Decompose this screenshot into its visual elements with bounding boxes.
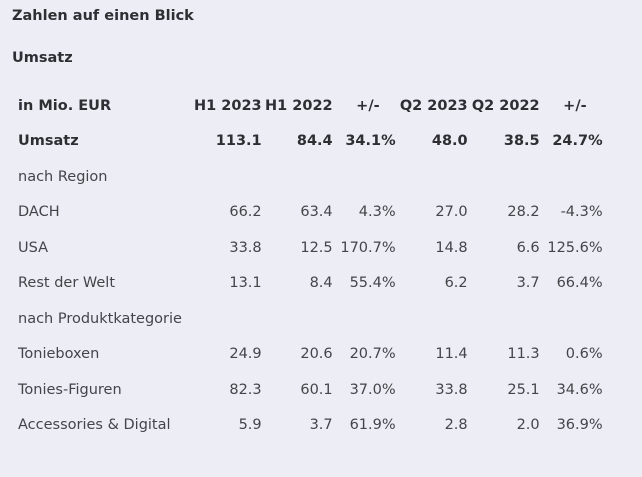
- row-label: Umsatz: [18, 133, 79, 150]
- table-cell: 33.8: [435, 381, 468, 398]
- table-cell: 3.7: [309, 417, 333, 434]
- table-cell: 24.9: [229, 346, 262, 363]
- table-cell: 6.6: [516, 239, 540, 256]
- table-row: DACH 66.2 63.4 4.3% 27.0 28.2 -4.3%: [12, 195, 603, 231]
- table-row: Tonies-Figuren 82.3 60.1 37.0% 33.8 25.1 34.6%: [12, 372, 603, 408]
- table-cell: 20.7%: [349, 346, 396, 363]
- table-row: Accessories & Digital 5.9 3.7 61.9% 2.8 2.0 36…: [12, 408, 603, 444]
- table-cell: 11.3: [507, 346, 540, 363]
- table-cell: 34.6%: [556, 381, 603, 398]
- table-cell: 60.1: [300, 381, 333, 398]
- row-label: Tonies-Figuren: [18, 381, 122, 398]
- group-label: nach Produktkategorie: [18, 310, 182, 327]
- table-cell: 170.7%: [340, 239, 396, 256]
- table-group-row: nach Produktkategorie: [12, 301, 603, 337]
- table-row: USA 33.8 12.5 170.7% 14.8 6.6 125.6%: [12, 230, 603, 266]
- table-cell: 14.8: [435, 239, 468, 256]
- table-row: Tonieboxen 24.9 20.6 20.7% 11.4 11.3 0.6%: [12, 337, 603, 373]
- table-cell: 8.4: [309, 275, 333, 292]
- row-label: USA: [18, 239, 49, 256]
- group-label: nach Region: [18, 168, 108, 185]
- table-cell: 13.1: [229, 275, 262, 292]
- table-cell: 55.4%: [349, 275, 396, 292]
- header-q2-change: +/-: [563, 97, 587, 114]
- section-title: Umsatz: [12, 50, 73, 66]
- header-h1-change: +/-: [356, 97, 380, 114]
- table-cell: 20.6: [300, 346, 333, 363]
- revenue-table: in Mio. EUR H1 2023 H1 2022 +/- Q2 2023 …: [12, 88, 603, 443]
- row-label: DACH: [18, 204, 60, 221]
- table-cell: 27.0: [435, 204, 468, 221]
- table-cell: 2.8: [444, 417, 468, 434]
- header-h1-2022: H1 2022: [265, 97, 333, 114]
- table-cell: 28.2: [507, 204, 540, 221]
- table-cell: 34.1%: [345, 133, 396, 150]
- table-cell: 38.5: [503, 133, 540, 150]
- row-label: Rest der Welt: [18, 275, 116, 292]
- page-title: Zahlen auf einen Blick: [12, 8, 194, 24]
- table-cell: 24.7%: [552, 133, 603, 150]
- table-cell: 125.6%: [547, 239, 603, 256]
- table-row: Rest der Welt 13.1 8.4 55.4% 6.2 3.7 66.4%: [12, 266, 603, 302]
- row-label: Tonieboxen: [18, 346, 100, 363]
- table-cell: 63.4: [300, 204, 333, 221]
- table-cell: 12.5: [300, 239, 333, 256]
- header-q2-2022: Q2 2022: [471, 97, 540, 114]
- table-cell: 66.2: [229, 204, 262, 221]
- table-cell: 37.0%: [349, 381, 396, 398]
- table-cell: 61.9%: [349, 417, 396, 434]
- table-cell: 0.6%: [565, 346, 603, 363]
- header-q2-2023: Q2 2023: [399, 97, 468, 114]
- table-cell: 33.8: [229, 239, 262, 256]
- table-cell: 113.1: [215, 133, 262, 150]
- table-cell: 4.3%: [358, 204, 396, 221]
- header-h1-2023: H1 2023: [194, 97, 262, 114]
- table-cell: 66.4%: [556, 275, 603, 292]
- table-cell: 11.4: [435, 346, 468, 363]
- table-cell: 2.0: [516, 417, 540, 434]
- table-header-row: in Mio. EUR H1 2023 H1 2022 +/- Q2 2023 …: [12, 88, 603, 124]
- table-cell: 3.7: [516, 275, 540, 292]
- table-group-row: nach Region: [12, 159, 603, 195]
- table-cell: -4.3%: [560, 204, 603, 221]
- table-cell: 6.2: [444, 275, 468, 292]
- table-cell: 25.1: [507, 381, 540, 398]
- table-total-row: Umsatz 113.1 84.4 34.1% 48.0 38.5 24.7%: [12, 124, 603, 160]
- table-cell: 48.0: [431, 133, 468, 150]
- table-cell: 5.9: [238, 417, 262, 434]
- header-unit: in Mio. EUR: [18, 97, 112, 114]
- row-label: Accessories & Digital: [18, 417, 171, 434]
- table-cell: 82.3: [229, 381, 262, 398]
- table-cell: 36.9%: [556, 417, 603, 434]
- table-cell: 84.4: [296, 133, 333, 150]
